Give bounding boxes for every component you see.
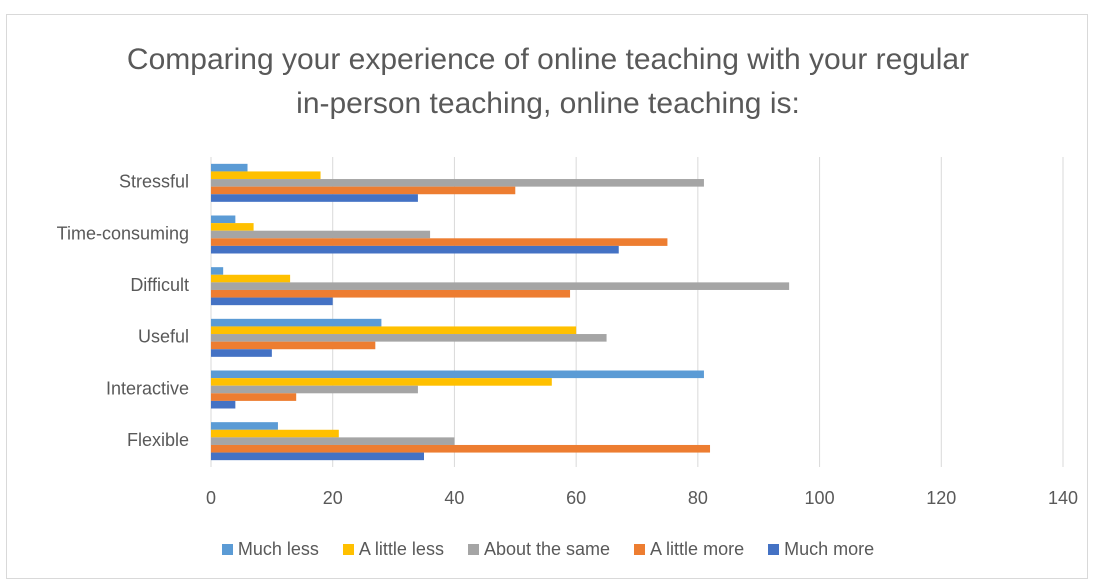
bar (211, 400, 236, 409)
legend-item: A little less (342, 539, 444, 560)
bar (211, 326, 577, 335)
y-tick-label: Useful (138, 327, 189, 347)
bar (211, 437, 455, 445)
legend-swatch (467, 544, 479, 555)
bar (211, 238, 668, 246)
bar (211, 334, 607, 342)
bar (211, 194, 418, 202)
bar (211, 230, 431, 239)
chart-title: Comparing your experience of online teac… (126, 43, 970, 120)
bar (211, 385, 418, 394)
bar (211, 289, 571, 298)
bar (211, 349, 272, 357)
bar (211, 223, 254, 231)
bar (211, 274, 291, 283)
x-tick-label: 120 (926, 488, 956, 508)
bar (211, 179, 704, 187)
legend-label: A little more (650, 539, 745, 559)
legend-swatch (768, 544, 780, 555)
chart-border (6, 14, 1088, 579)
legend-label: About the same (483, 539, 611, 559)
bar (211, 452, 424, 461)
bar (211, 429, 339, 438)
x-tick-label: 40 (444, 488, 464, 508)
y-tick-label: Time-consuming (57, 223, 189, 243)
y-tick-label: Interactive (106, 378, 189, 398)
y-tick-label: Stressful (119, 172, 189, 192)
bar (211, 393, 297, 401)
bar (211, 444, 711, 453)
legend-item: About the same (467, 539, 611, 560)
bar (211, 318, 382, 327)
bar (211, 215, 236, 224)
legend-label: A little less (358, 539, 444, 559)
legend: Much less A little less About the same A li… (0, 539, 1096, 560)
x-tick-label: 0 (206, 488, 216, 508)
bar (211, 186, 516, 195)
legend-item: Much more (768, 539, 874, 560)
legend-item: Much less (221, 539, 319, 560)
legend-label: Much more (784, 539, 875, 559)
bar (211, 422, 278, 430)
legend-swatch (342, 544, 354, 555)
x-tick-label: 80 (688, 488, 708, 508)
y-tick-label: Flexible (127, 430, 189, 450)
x-tick-label: 140 (1048, 488, 1078, 508)
bar (211, 267, 224, 275)
bar (211, 370, 704, 379)
bar (211, 341, 376, 350)
legend-swatch (634, 544, 646, 555)
bar (211, 245, 619, 254)
bar (211, 163, 248, 172)
bar (211, 378, 552, 386)
x-tick-label: 20 (323, 488, 343, 508)
bar (211, 171, 321, 180)
x-tick-label: 60 (566, 488, 586, 508)
legend-item: A little more (634, 539, 744, 560)
legend-swatch (221, 544, 233, 555)
bar (211, 282, 790, 290)
bar (211, 297, 333, 306)
y-tick-label: Difficult (130, 275, 189, 295)
x-tick-label: 100 (805, 488, 835, 508)
legend-label: Much less (237, 539, 319, 559)
